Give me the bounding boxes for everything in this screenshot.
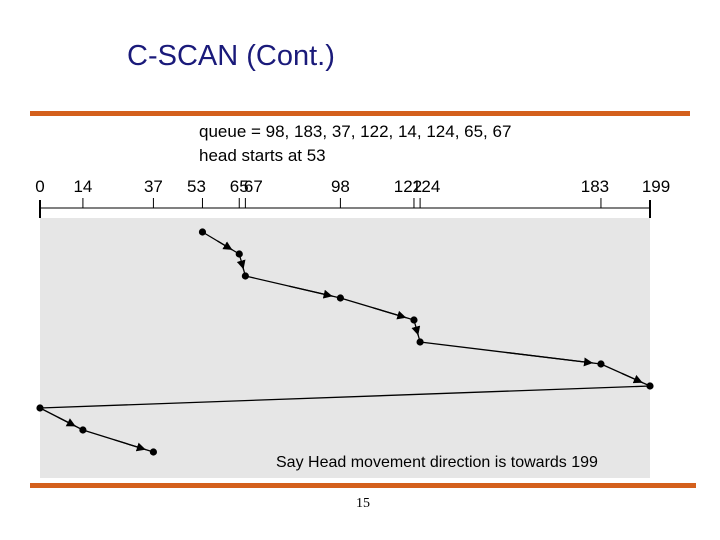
page-number: 15 <box>356 496 370 511</box>
request-point <box>416 338 424 346</box>
direction-caption: Say Head movement direction is towards 1… <box>276 454 598 471</box>
request-point <box>597 360 605 368</box>
request-points <box>36 228 654 456</box>
axis-tick-label: 0 <box>35 177 44 196</box>
request-point <box>149 448 158 456</box>
axis-tick-label: 98 <box>331 177 350 196</box>
movement-arrow <box>621 372 643 384</box>
movement-arrow <box>506 351 594 367</box>
request-point <box>79 426 87 434</box>
axis-tick-label: 199 <box>642 177 670 196</box>
axis-tick-label: 122 <box>394 177 422 196</box>
axis-tick-label: 53 <box>187 177 206 196</box>
axis-tick-label: 14 <box>73 177 92 196</box>
axis-tick-label: 37 <box>144 177 163 196</box>
head-start-text: head starts at 53 <box>199 146 326 165</box>
request-point <box>241 272 249 280</box>
queue-text: queue = 98, 183, 37, 122, 14, 124, 65, 6… <box>199 122 512 141</box>
slide-title: C-SCAN (Cont.) <box>127 40 335 72</box>
movement-arrow <box>411 325 421 336</box>
footer-divider <box>30 483 696 488</box>
request-point <box>198 228 207 236</box>
axis-tick-label: 124 <box>412 177 440 196</box>
request-point <box>235 250 243 258</box>
movement-arrow <box>373 307 407 320</box>
axis-tick-label: 183 <box>581 177 609 196</box>
request-point <box>336 294 345 302</box>
request-point <box>36 404 44 412</box>
axis-tick-label: 67 <box>244 177 263 196</box>
movement-arrow <box>57 416 77 427</box>
axis-tick-label: 65 <box>230 177 249 196</box>
movement-arrow <box>236 259 246 270</box>
title-divider <box>30 111 690 116</box>
request-point <box>646 382 654 390</box>
movement-arrow <box>217 240 233 251</box>
request-point <box>410 316 418 324</box>
movement-segment <box>39 385 651 409</box>
head-movement-path <box>39 231 651 453</box>
movement-arrow <box>288 285 333 299</box>
diagram-panel <box>40 218 650 478</box>
movement-arrow <box>114 439 146 452</box>
